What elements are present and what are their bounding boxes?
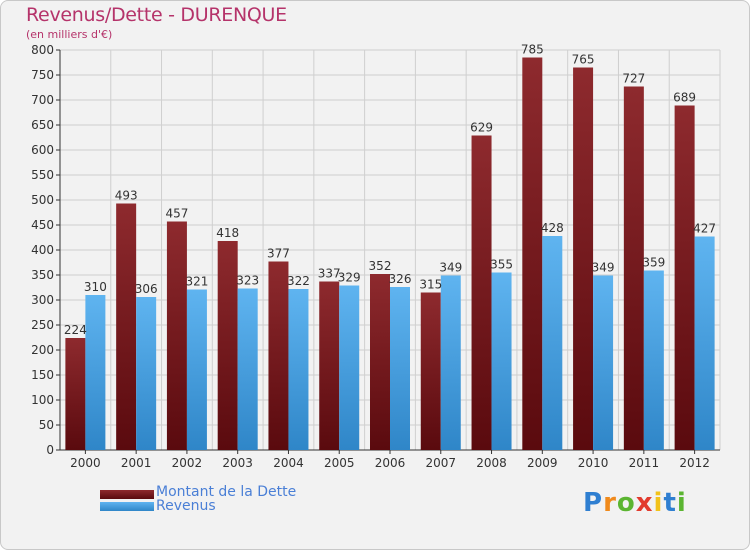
bar-revenus [440, 275, 461, 450]
legend-swatch-revenus [100, 502, 154, 511]
data-label-dette: 418 [216, 226, 239, 240]
bar-dette [623, 86, 644, 450]
bar-revenus [643, 270, 664, 450]
y-tick-label: 250 [31, 318, 54, 332]
logo-letter: x [635, 488, 654, 518]
data-label-revenus: 310 [84, 280, 107, 294]
data-label-dette: 727 [622, 72, 645, 86]
chart-title: Revenus/Dette - DURENQUE [26, 4, 287, 26]
x-tick-label: 2009 [527, 456, 558, 470]
bar-dette [217, 241, 238, 450]
y-tick-label: 300 [31, 293, 54, 307]
data-label-revenus: 326 [389, 272, 412, 286]
x-tick-label: 2008 [476, 456, 507, 470]
bar-dette [573, 67, 594, 450]
y-tick-label: 500 [31, 193, 54, 207]
bar-revenus [85, 295, 106, 450]
x-tick-label: 2002 [172, 456, 203, 470]
logo-letter: P [583, 488, 604, 518]
y-tick-label: 200 [31, 343, 54, 357]
bar-dette [674, 105, 695, 450]
data-label-revenus: 321 [185, 275, 208, 289]
data-label-dette: 352 [369, 259, 392, 273]
y-tick-label: 750 [31, 68, 54, 82]
y-tick-label: 800 [31, 43, 54, 57]
y-tick-label: 150 [31, 368, 54, 382]
x-tick-label: 2005 [324, 456, 355, 470]
data-labels: 2243104933064573214183233773223373293523… [64, 43, 716, 338]
y-tick-label: 550 [31, 168, 54, 182]
bar-dette [319, 281, 340, 450]
legend-swatch-dette [100, 490, 154, 499]
bar-revenus [390, 287, 410, 450]
legend-label-revenus: Revenus [156, 498, 216, 514]
bar-dette [522, 57, 543, 450]
x-tick-label: 2001 [121, 456, 152, 470]
data-label-revenus: 322 [287, 274, 310, 288]
data-label-dette: 765 [572, 53, 595, 67]
x-tick-label: 2003 [222, 456, 253, 470]
bar-revenus [237, 288, 258, 450]
y-tick-label: 0 [46, 443, 54, 457]
bar-revenus [542, 236, 563, 450]
y-tick-label: 600 [31, 143, 54, 157]
bar-dette [116, 203, 137, 450]
data-label-dette: 629 [470, 121, 493, 135]
bar-dette [420, 292, 441, 450]
y-tick-label: 100 [31, 393, 54, 407]
x-tick-label: 2010 [578, 456, 609, 470]
data-label-revenus: 359 [642, 256, 665, 270]
data-label-revenus: 355 [490, 258, 513, 272]
logo-letter: i [653, 488, 664, 518]
y-tick-label: 400 [31, 243, 54, 257]
logo-letter: o [616, 488, 636, 518]
bar-revenus [339, 285, 360, 450]
x-tick-label: 2011 [629, 456, 660, 470]
legend-label-dette: Montant de la Dette [156, 484, 297, 500]
logo-letter: r [603, 488, 617, 518]
bar-dette [65, 338, 86, 450]
x-tick-label: 2012 [679, 456, 710, 470]
y-tick-label: 350 [31, 268, 54, 282]
bar-revenus [288, 289, 309, 450]
data-label-revenus: 349 [439, 261, 462, 275]
data-label-dette: 785 [521, 43, 544, 57]
y-tick-label: 700 [31, 93, 54, 107]
bar-revenus [136, 297, 157, 450]
logo-letter: t [663, 488, 677, 518]
bar-revenus [491, 272, 512, 450]
data-label-dette: 337 [318, 267, 341, 281]
data-label-dette: 315 [419, 278, 442, 292]
data-label-dette: 377 [267, 247, 290, 261]
x-tick-label: 2004 [273, 456, 304, 470]
data-label-revenus: 323 [236, 274, 259, 288]
bar-revenus [593, 275, 614, 450]
x-tick-label: 2006 [375, 456, 406, 470]
data-label-revenus: 349 [592, 261, 615, 275]
data-label-dette: 493 [115, 189, 138, 203]
data-label-dette: 457 [165, 207, 188, 221]
data-label-revenus: 428 [541, 221, 564, 235]
y-tick-label: 50 [39, 418, 54, 432]
logo-letter: i [676, 488, 687, 518]
bar-dette [370, 274, 390, 450]
x-tick-label: 2007 [425, 456, 456, 470]
y-tick-label: 450 [31, 218, 54, 232]
x-tick-label: 2000 [70, 456, 101, 470]
y-tick-label: 650 [31, 118, 54, 132]
data-label-revenus: 427 [693, 222, 716, 236]
data-label-revenus: 329 [338, 271, 361, 285]
data-label-dette: 689 [673, 91, 696, 105]
bar-dette [166, 221, 187, 450]
bar-revenus [186, 289, 207, 450]
bars [65, 57, 715, 450]
chart-subtitle: (en milliers d'€) [26, 28, 113, 41]
data-label-revenus: 306 [135, 282, 158, 296]
bar-dette [268, 261, 289, 450]
proxiti-logo: Proxiti [583, 488, 687, 518]
bar-revenus [694, 236, 715, 450]
bar-dette [471, 135, 492, 450]
data-label-dette: 224 [64, 323, 87, 337]
